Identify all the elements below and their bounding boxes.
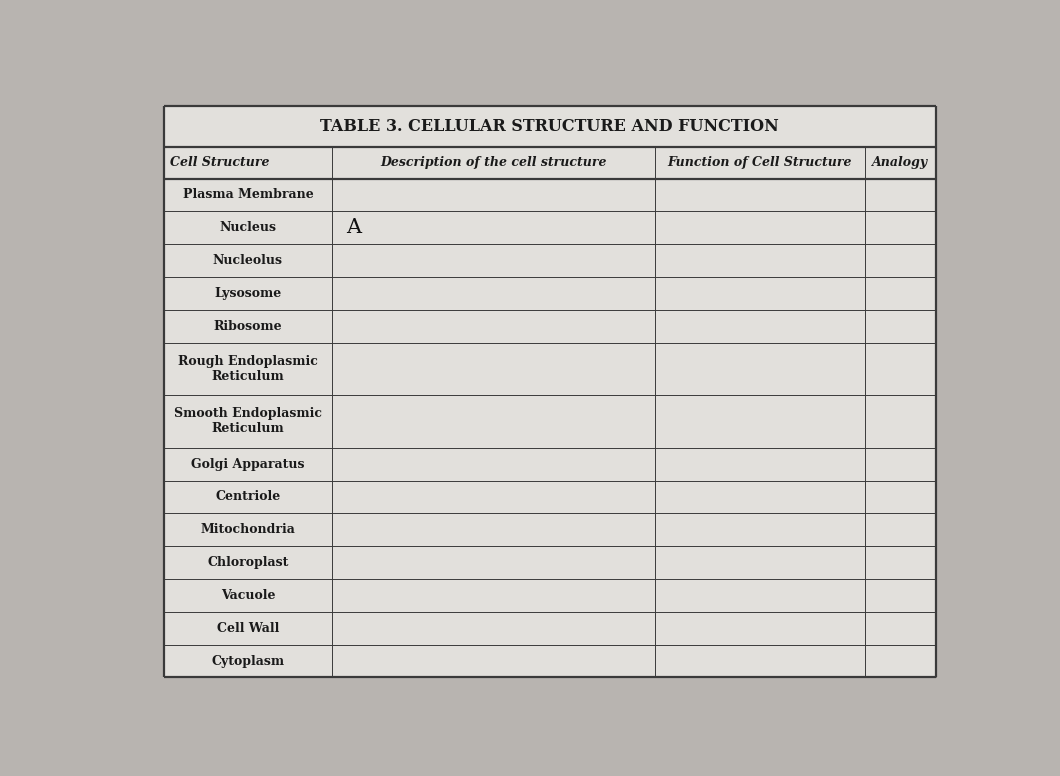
Text: Golgi Apparatus: Golgi Apparatus: [191, 458, 304, 470]
Text: Plasma Membrane: Plasma Membrane: [182, 189, 314, 202]
Text: Cell Wall: Cell Wall: [216, 622, 279, 635]
Text: Ribosome: Ribosome: [213, 320, 282, 333]
Text: Function of Cell Structure: Function of Cell Structure: [668, 156, 852, 169]
Text: Nucleus: Nucleus: [219, 221, 277, 234]
Text: Lysosome: Lysosome: [214, 287, 282, 300]
Text: Rough Endoplasmic
Reticulum: Rough Endoplasmic Reticulum: [178, 355, 318, 383]
Text: Centriole: Centriole: [215, 490, 281, 504]
Text: Nucleolus: Nucleolus: [213, 254, 283, 267]
Text: Smooth Endoplasmic
Reticulum: Smooth Endoplasmic Reticulum: [174, 407, 322, 435]
Text: Description of the cell structure: Description of the cell structure: [381, 156, 606, 169]
Text: Vacuole: Vacuole: [220, 589, 276, 602]
Text: Chloroplast: Chloroplast: [207, 556, 288, 569]
Text: Mitochondria: Mitochondria: [200, 523, 296, 536]
Text: TABLE 3. CELLULAR STRUCTURE AND FUNCTION: TABLE 3. CELLULAR STRUCTURE AND FUNCTION: [320, 118, 779, 135]
Text: Cell Structure: Cell Structure: [170, 156, 269, 169]
Text: A: A: [346, 218, 361, 237]
Text: Cytoplasm: Cytoplasm: [211, 655, 284, 667]
Text: Analogy: Analogy: [872, 156, 929, 169]
